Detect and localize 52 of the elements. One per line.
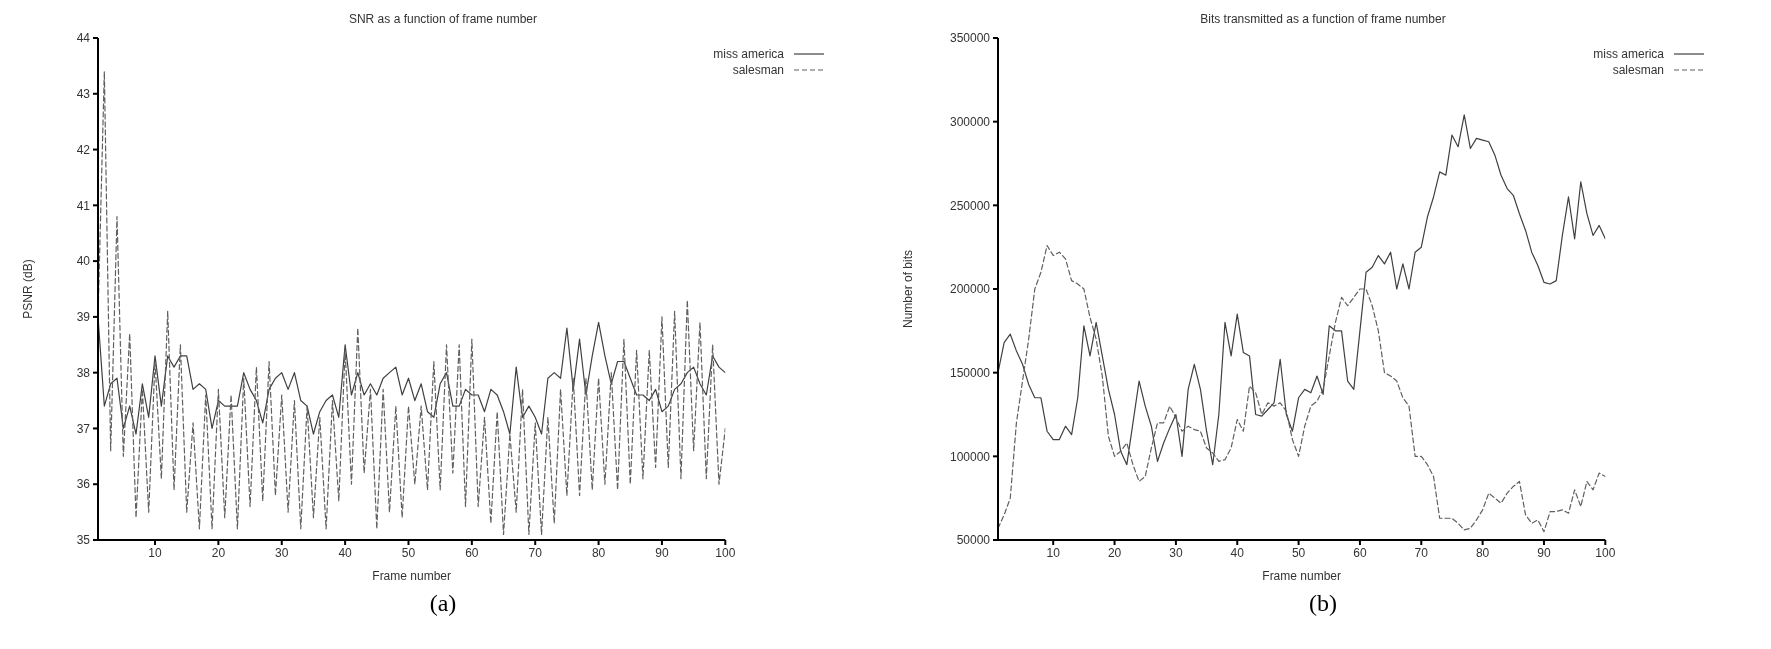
legend-label: salesman [1612,62,1664,78]
legend-label: salesman [732,62,784,78]
x-tick-label: 40 [1230,545,1245,560]
x-axis-title: Frame number [1262,569,1342,583]
y-tick-label: 42 [76,142,91,157]
y-tick-label: 350000 [949,31,991,46]
y-tick-label: 36 [76,477,91,492]
x-tick-label: 10 [148,545,163,560]
line-series [98,70,726,536]
legend-label: miss america [713,46,784,62]
x-tick-label: 60 [465,545,479,560]
y-tick-label: 100000 [949,449,991,464]
x-tick-label: 70 [1414,545,1429,560]
y-tick-label: 200000 [949,282,991,297]
y-tick-label: 39 [76,310,91,325]
chart-title: Bits transmitted as a function of frame number [1199,11,1447,28]
x-tick-label: 40 [338,545,353,560]
x-tick-label: 80 [591,545,606,560]
y-tick-label: 43 [76,87,91,102]
y-tick-label: 44 [76,31,91,46]
y-tick-label: 37 [76,421,91,436]
x-tick-label: 30 [1169,545,1183,560]
x-tick-label: 90 [655,545,669,560]
x-tick-label: 50 [1291,545,1306,560]
x-tick-label: 30 [275,545,289,560]
x-tick-label: 20 [1107,545,1122,560]
x-tick-label: 20 [211,545,226,560]
y-tick-label: 250000 [949,198,991,213]
x-tick-label: 60 [1353,545,1367,560]
text: (b) [1308,590,1338,617]
y-tick-label: 38 [76,365,91,380]
x-tick-label: 100 [715,545,736,560]
y-tick-label: 40 [76,254,91,269]
y-tick-label: 35 [76,533,91,548]
chart-title: SNR as a function of frame number [347,11,539,28]
x-tick-label: 90 [1537,545,1551,560]
line-series [998,114,1606,466]
y-axis-title: Number of bits [901,249,916,329]
legend-label: miss america [1593,46,1664,62]
x-tick-label: 10 [1046,545,1061,560]
y-tick-label: 300000 [949,114,991,129]
y-tick-label: 50000 [956,533,991,548]
x-axis-title: Frame number [372,569,452,583]
x-tick-label: 100 [1595,545,1616,560]
x-tick-label: 50 [401,545,416,560]
x-tick-label: 80 [1475,545,1490,560]
x-tick-label: 70 [528,545,543,560]
y-axis-title: PSNR (dB) [21,259,36,319]
y-tick-label: 150000 [949,365,991,380]
text: (a) [428,590,458,617]
y-tick-label: 41 [76,198,91,213]
line-series [998,244,1606,533]
